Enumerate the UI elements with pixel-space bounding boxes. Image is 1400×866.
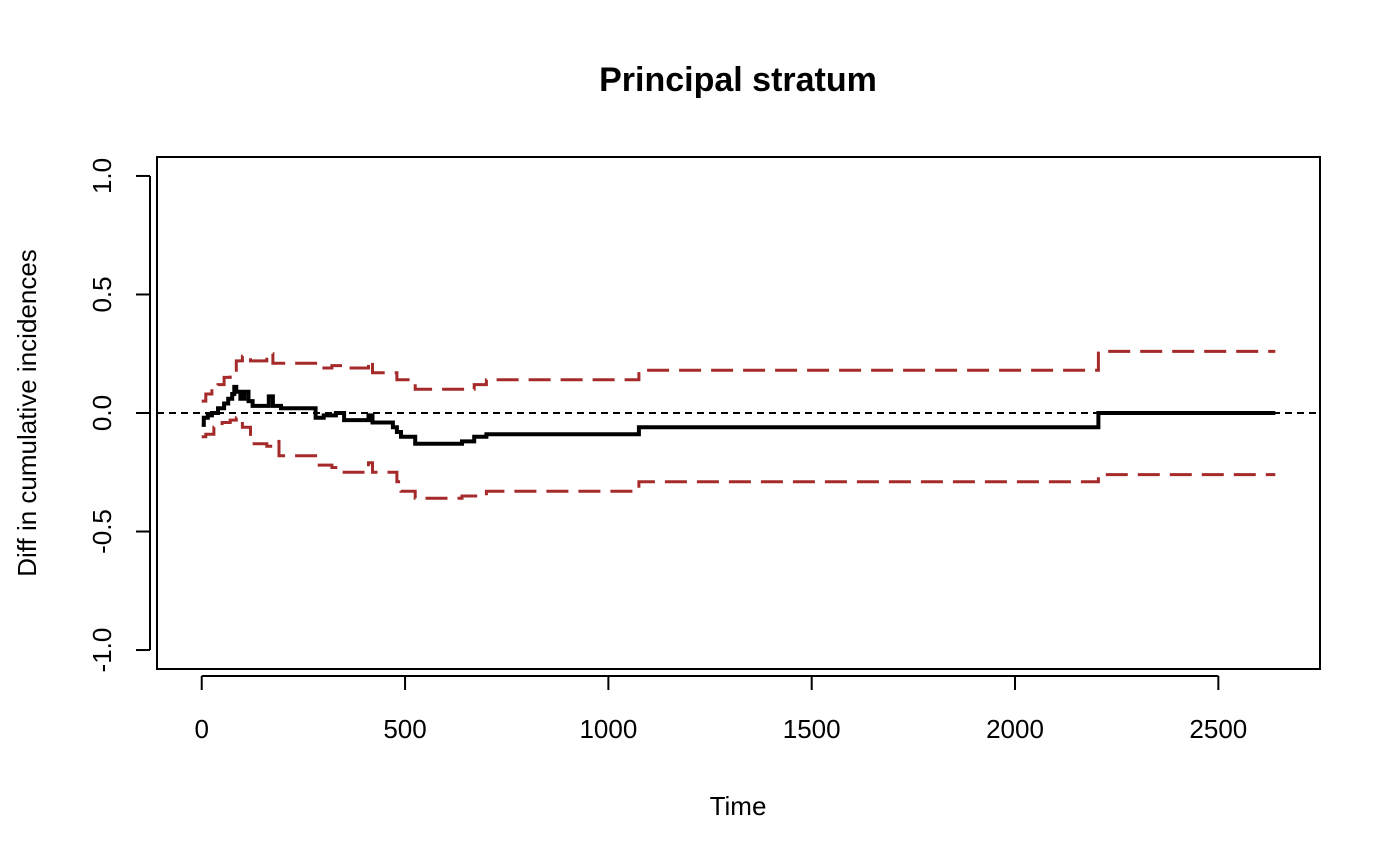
x-tick-label: 2000 — [986, 714, 1044, 744]
x-tick-label: 1500 — [783, 714, 841, 744]
series-line-upper-bound — [201, 349, 1276, 403]
x-tick-label: 1000 — [579, 714, 637, 744]
x-axis-label: Time — [710, 791, 767, 821]
y-axis-label: Diff in cumulative incidences — [12, 249, 42, 577]
y-axis: -1.0 -0.5 0.0 0.5 1.0 — [87, 158, 151, 673]
series-line-lower-bound — [201, 416, 1276, 500]
plot-data-layer — [157, 349, 1320, 500]
series-line-estimate — [201, 384, 1276, 446]
y-tick-label: -0.5 — [87, 509, 117, 554]
y-tick-label: 0.5 — [87, 276, 117, 312]
x-axis: 0 500 1000 1500 2000 2500 — [194, 675, 1247, 744]
x-tick-label: 2500 — [1189, 714, 1247, 744]
y-tick-label: 1.0 — [87, 158, 117, 194]
plot-frame — [156, 156, 1321, 670]
y-tick-label: -1.0 — [87, 628, 117, 673]
x-tick-label: 500 — [383, 714, 426, 744]
x-tick-label: 0 — [194, 714, 208, 744]
chart-title: Principal stratum — [599, 61, 877, 99]
y-tick-label: 0.0 — [87, 395, 117, 431]
